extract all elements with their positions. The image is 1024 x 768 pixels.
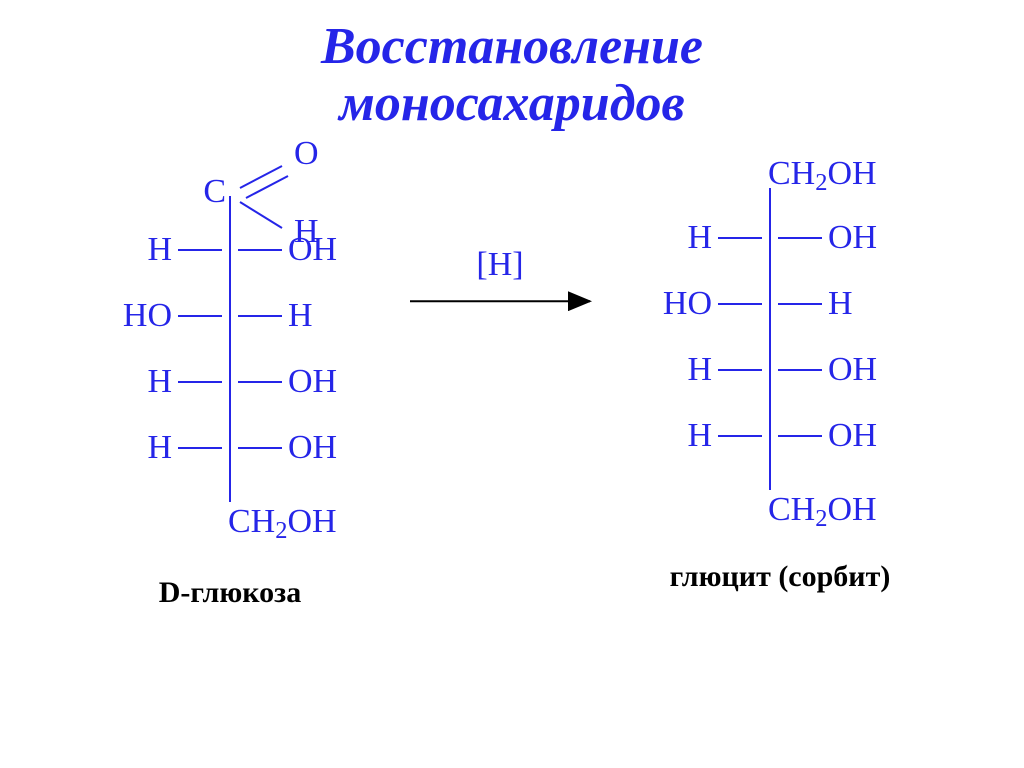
reagent-label: [H] xyxy=(476,247,523,284)
glucose-row1-right: OH xyxy=(288,231,337,268)
glucose-row4-right: OH xyxy=(288,429,337,466)
glucose-aldehyde-o: O xyxy=(294,135,319,172)
sorbitol-row1-left: H xyxy=(687,219,712,256)
slide-title: Восстановление моносахаридов xyxy=(0,0,1024,132)
glucose-bottom-ch2oh: CH2OH xyxy=(228,503,337,544)
glucose-row3-left: H xyxy=(147,363,172,400)
sorbitol-row2-left: HO xyxy=(663,285,712,322)
glucose-row2-left: HO xyxy=(123,297,172,334)
sorbitol-row1-right: OH xyxy=(828,219,877,256)
glucose-row2-right: H xyxy=(288,297,313,334)
sorbitol-row4-left: H xyxy=(687,417,712,454)
glucose-c1-carbon: C xyxy=(203,173,226,210)
title-line-2: моносахаридов xyxy=(0,75,1024,132)
reaction-diagram: COHHOHHOHHOHHOHCH2OHCH2OHHOHHOHHOHHOHCH2… xyxy=(0,132,1024,757)
sorbitol-row2-right: H xyxy=(828,285,853,322)
title-line-1: Восстановление xyxy=(0,18,1024,75)
sorbitol-row3-right: OH xyxy=(828,351,877,388)
sorbitol-caption: глюцит (сорбит) xyxy=(670,560,891,593)
glucose-row4-left: H xyxy=(147,429,172,466)
sorbitol-top-ch2oh: CH2OH xyxy=(768,155,877,196)
sorbitol-row4-right: OH xyxy=(828,417,877,454)
sorbitol-bottom-ch2oh: CH2OH xyxy=(768,491,877,532)
sorbitol-row3-left: H xyxy=(687,351,712,388)
glucose-row3-right: OH xyxy=(288,363,337,400)
glucose-row1-left: H xyxy=(147,231,172,268)
glucose-caption: D-глюкоза xyxy=(159,576,301,609)
